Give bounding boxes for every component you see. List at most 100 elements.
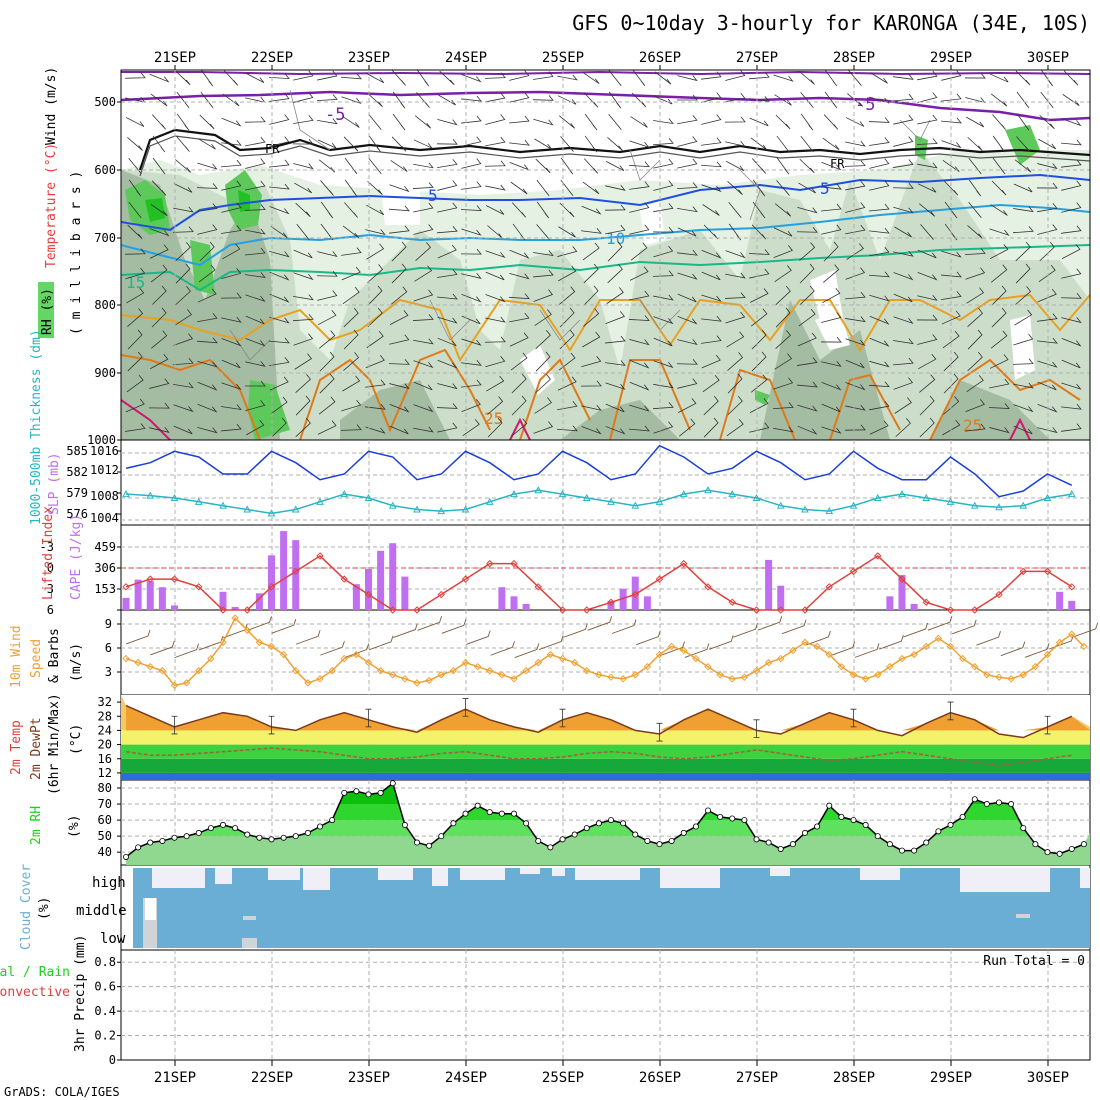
precip-panel: 0.8 0.6 0.4 0.2 0 Run Total = 0 3hr Precip (…: [0, 935, 1090, 1067]
upper-wind-barb: [799, 242, 816, 261]
label-temp-5: 5: [428, 186, 438, 205]
upper-wind-barb: [605, 335, 626, 344]
rh2m-point: [474, 802, 481, 809]
upper-wind-barb: [388, 359, 410, 365]
upper-wind-barb: [943, 373, 959, 394]
rh2m-point: [741, 817, 748, 824]
upper-wind-barb: [844, 160, 866, 167]
upper-wind-barb: [893, 293, 913, 303]
thickness-point: [679, 490, 688, 498]
rh-band-2: [126, 804, 1090, 821]
upper-wind-barb: [941, 117, 962, 124]
thickness-point: [655, 497, 664, 505]
wind-speed-point: [583, 667, 591, 675]
upper-wind-barb: [461, 273, 482, 279]
temp-contour-30: [121, 399, 1031, 440]
lifted-index-point: [558, 606, 567, 614]
wind-speed-point: [195, 667, 203, 675]
upper-wind-barb: [295, 374, 311, 394]
upper-wind-barb: [484, 72, 506, 79]
top-date-27SEP: 27SEP: [736, 50, 778, 66]
upper-wind-barb: [510, 352, 528, 371]
upper-wind-barb: [941, 310, 961, 325]
upper-wind-barb: [173, 183, 193, 193]
thickness-point: [752, 493, 761, 501]
upper-wind-barb: [967, 329, 983, 350]
thickness-point: [704, 486, 712, 494]
upper-wind-barb: [221, 117, 242, 127]
wind10m-barb: [854, 643, 880, 658]
temp-minmax-bar: [268, 715, 275, 735]
wind-speed-point: [243, 626, 251, 634]
upper-wind-barb: [1037, 337, 1058, 344]
wind-speed-point: [958, 654, 967, 663]
cape-bar: [910, 603, 918, 610]
label-freezing-2: FR: [830, 157, 845, 171]
rh2m-point: [304, 829, 311, 836]
upper-wind-barb: [941, 140, 962, 149]
upper-wind-barb: [869, 400, 890, 411]
upper-wind-barb: [727, 352, 744, 371]
upper-wind-barb: [727, 373, 743, 394]
wind-speed-point: [146, 662, 154, 671]
lifted-index-point: [1043, 567, 1052, 576]
rh-axis-label: 2m RH: [29, 806, 44, 845]
upper-wind-barb: [1061, 423, 1082, 432]
upper-wind-barb: [437, 269, 458, 278]
thickness-point: [849, 501, 858, 509]
upper-wind-barb: [990, 330, 1008, 349]
upper-wind-barb: [173, 206, 194, 213]
upper-wind-barb: [582, 181, 600, 195]
upper-wind-barb: [943, 180, 959, 196]
upper-wind-barb: [966, 375, 984, 392]
upper-wind-barb: [221, 268, 242, 280]
wind-speed-point: [570, 658, 579, 667]
wind-speed-point: [534, 658, 542, 667]
upper-wind-barb: [486, 375, 505, 392]
upper-wind-barb: [1013, 206, 1034, 213]
upper-wind-barb: [1061, 118, 1082, 127]
top-date-30SEP: 30SEP: [1027, 50, 1069, 66]
wind10m-barbs: [125, 616, 1099, 659]
upper-wind-barb: [701, 137, 722, 146]
lifted-index-series: [122, 552, 1076, 614]
upper-wind-barb: [460, 248, 482, 255]
cloud-axis-label: Cloud Cover: [19, 864, 34, 950]
rh2m-point: [1008, 801, 1015, 808]
wind-speed-point: [352, 650, 361, 659]
upper-wind-barb: [605, 403, 625, 413]
upper-wind-barb: [749, 268, 770, 279]
upper-wind-barb: [293, 70, 314, 81]
wind-speed-point: [1068, 630, 1076, 638]
slp-tick-1012: 1012: [90, 463, 119, 477]
rh2m-point: [1056, 850, 1063, 857]
upper-wind-barb: [221, 359, 241, 369]
upper-wind-barb: [269, 316, 290, 324]
upper-wind-barb: [559, 329, 575, 350]
upper-air-rh-label: RH (%): [40, 288, 55, 335]
wind10m-barb: [271, 619, 297, 634]
upper-wind-barb: [413, 202, 434, 213]
lifted-index-point: [534, 583, 542, 591]
upper-wind-barb: [341, 399, 362, 412]
rh2m-point: [595, 820, 602, 827]
upper-wind-barb: [412, 182, 434, 189]
upper-wind-barb: [221, 316, 242, 323]
upper-wind-barb: [151, 114, 167, 130]
thickness-point: [340, 490, 349, 498]
wind10m-barb: [514, 643, 540, 658]
upper-wind-barb: [342, 375, 361, 392]
upper-wind-barb: [149, 427, 170, 433]
upper-wind-barb: [724, 292, 746, 299]
upper-wind-barb: [390, 286, 408, 305]
wind-speed-point: [716, 671, 724, 679]
upper-wind-barb: [917, 70, 938, 81]
upper-wind-barb: [197, 203, 218, 212]
upper-wind-barb: [630, 116, 648, 128]
upper-wind-barb: [126, 374, 144, 393]
upper-wind-barb: [344, 179, 358, 197]
upper-wind-barb: [176, 113, 190, 131]
lifted-index-point: [825, 583, 833, 591]
thickness-point: [631, 501, 640, 509]
wind-speed-point: [304, 679, 312, 687]
